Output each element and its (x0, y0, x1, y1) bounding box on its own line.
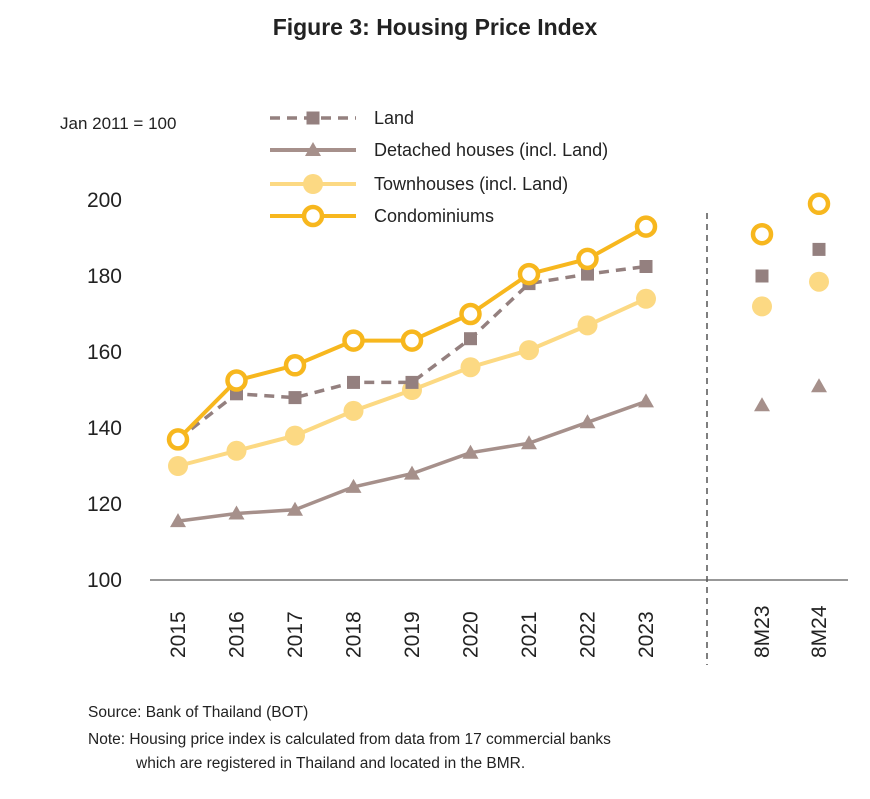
data-point (517, 262, 541, 286)
y-tick-label: 180 (87, 265, 122, 288)
data-point (342, 329, 365, 352)
series-lines (166, 192, 831, 528)
data-point (166, 428, 190, 451)
data-point-extra (811, 378, 827, 393)
data-point-extra (807, 192, 831, 216)
data-point (287, 501, 303, 516)
data-point (343, 400, 364, 421)
data-point-extra (809, 271, 829, 292)
legend-marker (303, 174, 323, 194)
x-tick-label: 2016 (226, 611, 249, 658)
y-tick-label: 140 (87, 417, 122, 440)
legend-label: Townhouses (incl. Land) (374, 174, 568, 194)
chart-title: Figure 3: Housing Price Index (272, 14, 598, 40)
data-point (225, 369, 248, 392)
data-point-extra (752, 296, 772, 317)
y-tick-label: 100 (87, 569, 122, 592)
data-point-extra (755, 269, 769, 283)
data-point (639, 260, 653, 273)
data-point (345, 478, 362, 493)
x-tick-label: 2021 (518, 611, 541, 658)
x-tick-label: 2017 (284, 611, 307, 658)
x-tick-label: 2022 (577, 611, 600, 658)
data-point (285, 425, 305, 446)
legend-label: Detached houses (incl. Land) (374, 140, 608, 160)
data-point (283, 354, 307, 377)
data-point (170, 513, 186, 528)
legend: Land Detached houses (incl. Land) Townhous… (270, 108, 608, 228)
note-line-2: which are registered in Thailand and loc… (136, 755, 526, 772)
data-point-extra (750, 222, 774, 246)
source-note: Source: Bank of Thailand (BOT) (88, 704, 309, 721)
x-tick-label: 2019 (401, 611, 424, 658)
y-axis-label: Jan 2011 = 100 (60, 114, 176, 133)
data-point (577, 315, 598, 336)
data-point (464, 332, 477, 346)
data-point (288, 391, 302, 405)
legend-marker (306, 111, 320, 125)
data-point (459, 302, 482, 326)
data-point (226, 440, 247, 461)
data-point (462, 444, 479, 459)
series-line-1 (177, 399, 647, 523)
data-point (405, 375, 419, 389)
data-point (521, 435, 537, 450)
x-tick-label: 8M23 (751, 605, 774, 658)
x-tick-label: 2015 (167, 611, 190, 658)
legend-marker (305, 142, 321, 156)
legend-label: Condominiums (374, 206, 494, 226)
data-point (460, 357, 481, 378)
housing-price-chart: Jan 2011 = 100 100 120 140 160 180 200 2015 2016… (60, 108, 848, 665)
x-tick-label: 2020 (460, 611, 483, 658)
axes: Jan 2011 = 100 100 120 140 160 180 200 2015 2016… (60, 114, 848, 665)
data-point (636, 288, 656, 309)
x-tick-label: 2018 (343, 611, 366, 658)
x-tick-label: 8M24 (808, 605, 831, 658)
y-tick-label: 160 (87, 341, 122, 364)
data-point (228, 505, 245, 520)
note-line-1: Note: Housing price index is calculated … (88, 731, 611, 748)
y-tick-label: 120 (87, 493, 122, 516)
data-point (347, 375, 360, 389)
data-point (581, 267, 594, 281)
series-line-0 (176, 264, 647, 441)
legend-label: Land (374, 108, 414, 128)
data-point-extra (812, 242, 826, 256)
x-tick-label: 2023 (635, 611, 658, 658)
data-point (168, 456, 188, 476)
data-point-extra (754, 397, 770, 412)
legend-marker (301, 204, 325, 228)
data-point (579, 414, 596, 429)
y-tick-label: 200 (87, 189, 122, 212)
data-point (519, 340, 539, 361)
data-point (638, 393, 654, 408)
data-point (400, 329, 424, 352)
data-point (576, 247, 599, 271)
data-point (634, 215, 658, 238)
data-point (404, 465, 420, 480)
